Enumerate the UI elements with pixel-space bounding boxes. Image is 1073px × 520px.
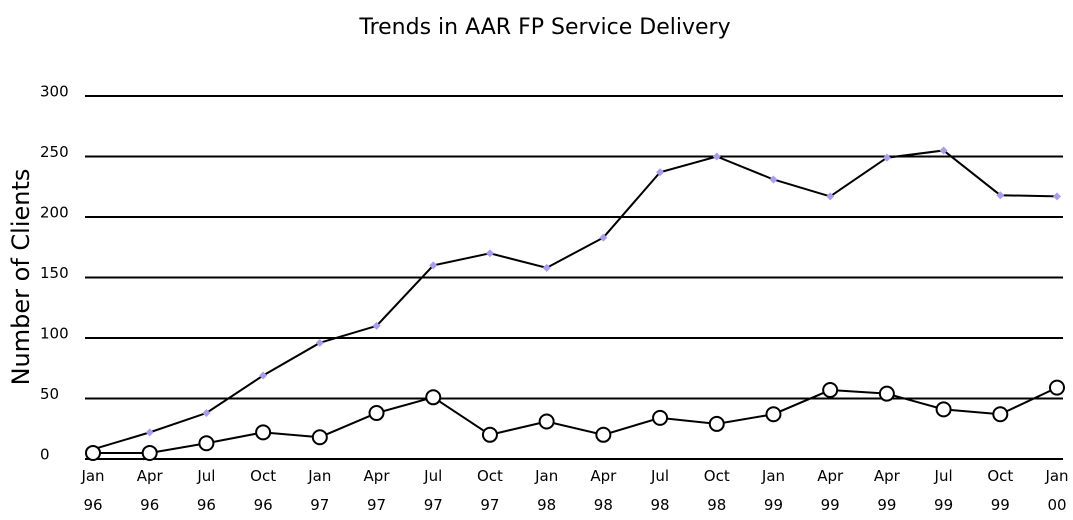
- circle-marker: [1049, 379, 1065, 396]
- circle-marker: [255, 424, 272, 441]
- diamond-marker: [996, 191, 1005, 200]
- x-tick-label: Jul 97: [423, 467, 443, 514]
- circle-marker: [822, 382, 839, 399]
- circle-marker: [481, 426, 498, 443]
- x-tick-label: Apr 96: [136, 467, 163, 514]
- circle-marker: [425, 389, 442, 406]
- diamond-marker: [656, 168, 665, 177]
- x-tick-label: Jul 96: [196, 467, 216, 514]
- circle-marker: [992, 406, 1009, 423]
- circle-marker: [368, 405, 385, 422]
- diamond-marker: [769, 175, 778, 184]
- diamond-marker: [372, 321, 381, 330]
- chart-title: Trends in AAR FP Service Delivery: [358, 15, 730, 40]
- x-tick-label: Jan 00: [1045, 467, 1069, 514]
- x-tick-label: Apr 98: [590, 467, 617, 514]
- circle-marker: [85, 444, 101, 461]
- x-tick-label: Jul 99: [934, 467, 954, 514]
- x-tick-label: Oct 98: [703, 467, 730, 514]
- diamond-marker: [1053, 192, 1061, 201]
- circle-marker: [935, 401, 952, 418]
- circle-marker: [878, 385, 895, 402]
- x-tick-label: Jul 98: [650, 467, 670, 514]
- circle-marker: [595, 426, 612, 443]
- y-tick-label: 100: [40, 325, 69, 343]
- diamond-marker: [939, 146, 948, 155]
- diamond-marker: [826, 192, 835, 201]
- diamond-marker: [259, 371, 268, 380]
- diamond-marker: [429, 261, 438, 270]
- y-tick-label: 50: [40, 385, 59, 403]
- x-tick-label: Jan 98: [535, 467, 559, 514]
- diamond-marker: [882, 153, 891, 162]
- y-tick-label: 0: [40, 446, 50, 464]
- y-tick-label: 200: [40, 204, 69, 222]
- y-tick-label: 150: [40, 264, 69, 282]
- x-tick-label: Jan 96: [81, 467, 105, 514]
- circle-marker: [652, 409, 669, 426]
- y-tick-label: 300: [40, 83, 69, 101]
- x-tick-label: Apr 99: [873, 467, 900, 514]
- diamond-marker: [485, 249, 494, 258]
- circle-marker: [708, 415, 725, 432]
- diamond-marker: [712, 152, 721, 161]
- x-tick-label: Jan 97: [308, 467, 332, 514]
- circle-marker: [765, 406, 782, 423]
- diamond-marker: [542, 263, 551, 272]
- diamond-marker: [315, 338, 324, 347]
- x-tick-label: Apr 97: [363, 467, 390, 514]
- x-tick-label: Oct 96: [250, 467, 277, 514]
- x-tick-label: Apr 99: [817, 467, 844, 514]
- circle-marker: [311, 429, 328, 446]
- x-tick-label: Oct 97: [476, 467, 503, 514]
- circle-marker: [538, 413, 555, 430]
- circle-marker: [198, 435, 215, 452]
- series-line: [93, 386, 1058, 454]
- diamond-marker: [599, 233, 608, 242]
- x-tick-label: Jan 99: [761, 467, 786, 514]
- y-axis-title: Number of Clients: [7, 169, 35, 386]
- series-line: [92, 149, 1058, 451]
- diamond-marker: [145, 428, 154, 437]
- diamond-marker: [202, 409, 211, 418]
- y-tick-label: 250: [40, 143, 69, 161]
- circle-marker: [141, 444, 158, 461]
- x-tick-label: Oct 99: [987, 467, 1014, 514]
